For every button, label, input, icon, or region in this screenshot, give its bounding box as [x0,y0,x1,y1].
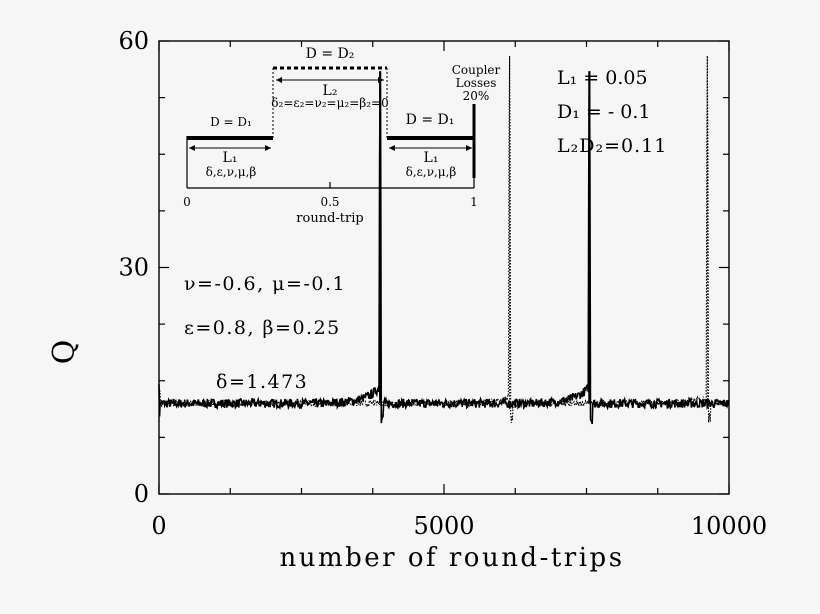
x-tick-label: 5000 [413,512,474,540]
arrow-l1-right [389,145,472,151]
label-l1-right: L₁ [424,150,439,166]
label-coupler-2: Losses [456,76,497,90]
param-l1: L₁ = 0.05 [557,67,648,89]
annotation-nu-mu: ν=-0.6, μ=-0.1 [184,273,346,295]
y-tick-label: 0 [134,480,149,508]
label-d2: D = D₂ [306,46,355,62]
series-line-solid [158,71,730,425]
x-axis-ticks: 0 5000 10000 [151,41,767,540]
x-tick-label: 0 [151,512,166,540]
inset-tick-label-05: 0.5 [320,195,339,209]
inset-tick-label-0: 0 [183,195,191,209]
annotation-delta: δ=1.473 [216,371,308,393]
label-l1-left: L₁ [223,150,238,166]
inset-x-label: round-trip [296,211,363,226]
x-tick-label: 10000 [691,512,767,540]
label-d1-right: D = D₁ [406,112,455,128]
arrow-l2 [276,77,384,83]
arrow-l1-left [189,145,271,151]
y-tick-label: 30 [118,254,149,282]
label-d1-left: D = D₁ [210,115,252,129]
param-d1: D₁ = - 0.1 [557,101,651,123]
y-tick-label: 60 [118,27,149,55]
annotation-eps-beta: ε=0.8, β=0.25 [184,317,341,339]
inset-schematic: 0 0.5 1 round-trip D = D₂ L₂ δ₂=ε₂=ν₂=μ₂… [183,46,500,226]
label-l2: L₂ [323,83,338,99]
label-l1-params-right: δ,ε,ν,μ,β [406,165,457,179]
inset-tick-label-1: 1 [470,195,478,209]
x-axis-label: number of round-trips [279,543,624,573]
param-l2d2: L₂D₂=0.11 [557,135,667,157]
label-l1-params-left: δ,ε,ν,μ,β [206,165,257,179]
series-line-dotted [158,56,730,423]
series-layer [158,56,730,425]
y-axis-label: Q [47,340,82,365]
y-axis-ticks: 0 30 60 [118,27,729,508]
label-coupler-3: 20% [463,89,490,103]
label-coupler-1: Coupler [452,63,501,77]
label-l2-params: δ₂=ε₂=ν₂=μ₂=β₂=0 [271,96,388,110]
